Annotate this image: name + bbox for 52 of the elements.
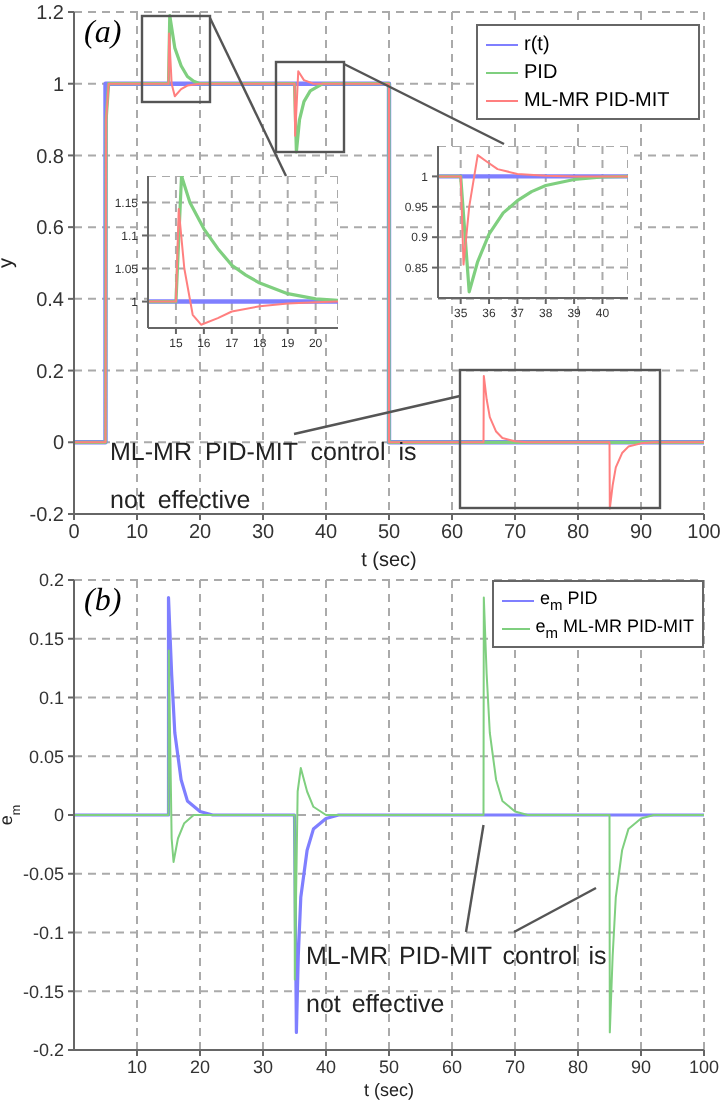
y-tick-label: 0.6	[36, 218, 65, 241]
x-tick-label: 20	[188, 522, 212, 545]
x-tick-label: 40	[314, 522, 338, 545]
x-tick-label: 70	[503, 522, 527, 545]
legend-label: r(t)	[524, 33, 550, 55]
y-tick-label: 0.1	[38, 687, 64, 708]
y-tick-label: 0	[53, 805, 64, 826]
y-tick-label: -0.15	[22, 981, 64, 1002]
x-tick-label: 80	[566, 522, 590, 545]
x-tick-label: 90	[630, 1056, 652, 1077]
y-tick-label: 0.8	[36, 146, 65, 169]
y-tick-label: 0.05	[28, 746, 64, 767]
y-tick-label: 0.2	[36, 361, 65, 384]
x-tick-label: 40	[315, 1056, 337, 1077]
y-tick-label: 1	[52, 74, 65, 97]
line-series	[438, 154, 628, 266]
x-tick-label: 100	[688, 1056, 720, 1077]
x-tick-label: 30	[251, 522, 275, 545]
y-tick-label: 0	[52, 433, 65, 456]
legend-label: PID	[524, 61, 558, 83]
y-tick-label: 0.2	[38, 570, 64, 591]
legend-label: e$_{m}$ PID	[540, 587, 598, 613]
annotation: ML-MR PID-MIT control is not effective	[110, 436, 419, 518]
x-tick-label: 10	[126, 1056, 148, 1077]
x-tick-label: 0	[68, 522, 81, 545]
legend-label: ML-MR PID-MIT	[524, 89, 670, 111]
y-tick-label: 1.2	[36, 3, 65, 26]
line-series	[438, 174, 628, 294]
x-tick-label: 60	[441, 1056, 463, 1077]
x-tick-label: 50	[377, 522, 401, 545]
y-tick-label: -0.1	[32, 922, 64, 943]
x-tick-label: 70	[504, 1056, 526, 1077]
x-tick-label: 10	[125, 522, 149, 545]
y-tick-label: -0.2	[29, 505, 65, 528]
annotation: (a)	[84, 16, 122, 52]
x-tick-label: 100	[687, 522, 722, 545]
y-tick-label: 0.4	[36, 289, 65, 312]
x-tick-label: 20	[189, 1056, 211, 1077]
x-tick-label: 60	[440, 522, 464, 545]
x-axis-title: t (sec)	[361, 550, 417, 572]
y-tick-label: 0.15	[28, 629, 64, 650]
y-tick-label: -0.05	[22, 864, 64, 885]
annotation: ML-MR PID-MIT control is not effective	[306, 940, 609, 1022]
x-tick-label: 30	[252, 1056, 274, 1077]
x-axis-title: t (sec)	[363, 1080, 415, 1100]
annotation: (b)	[84, 584, 122, 620]
x-tick-label: 50	[378, 1056, 400, 1077]
x-tick-label: 80	[567, 1056, 589, 1077]
x-tick-label: 90	[629, 522, 653, 545]
y-axis-title: y	[0, 258, 18, 268]
y-tick-label: -0.2	[32, 1040, 64, 1061]
legend-label: e$_{m}$ ML-MR PID-MIT	[535, 615, 694, 641]
